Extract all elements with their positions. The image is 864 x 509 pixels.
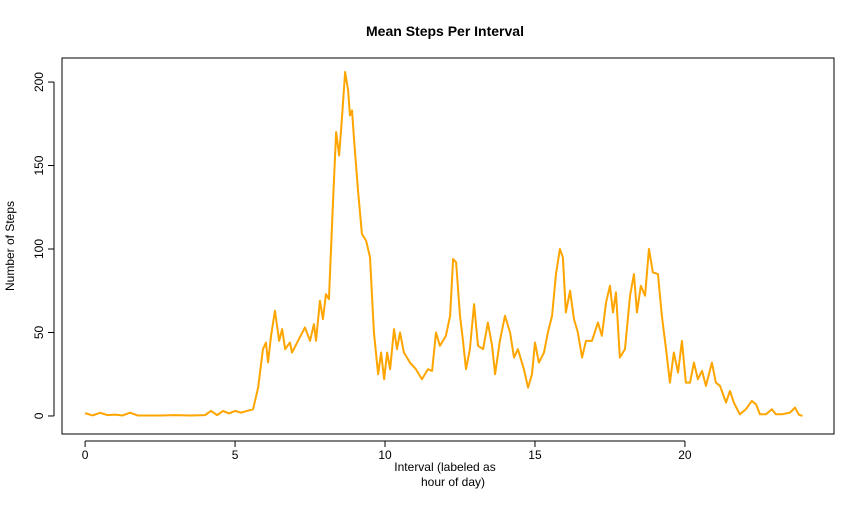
x-tick-label: 0 (82, 448, 89, 462)
y-tick-label: 100 (32, 239, 46, 259)
y-tick-label: 150 (32, 155, 46, 175)
plot-box (61, 57, 835, 435)
x-axis-label: Interval (labeled as (394, 460, 495, 474)
x-axis-label: hour of day) (421, 475, 485, 489)
y-axis-label: Number of Steps (3, 201, 17, 291)
chart-title: Mean Steps Per Interval (366, 23, 524, 39)
y-tick-label: 50 (32, 325, 46, 339)
x-tick-label: 15 (528, 448, 542, 462)
x-tick-label: 5 (232, 448, 239, 462)
y-tick-label: 0 (32, 412, 46, 419)
x-tick-label: 20 (678, 448, 692, 462)
x-tick-label: 10 (378, 448, 392, 462)
y-tick-label: 200 (32, 72, 46, 92)
data-line (84, 71, 803, 417)
